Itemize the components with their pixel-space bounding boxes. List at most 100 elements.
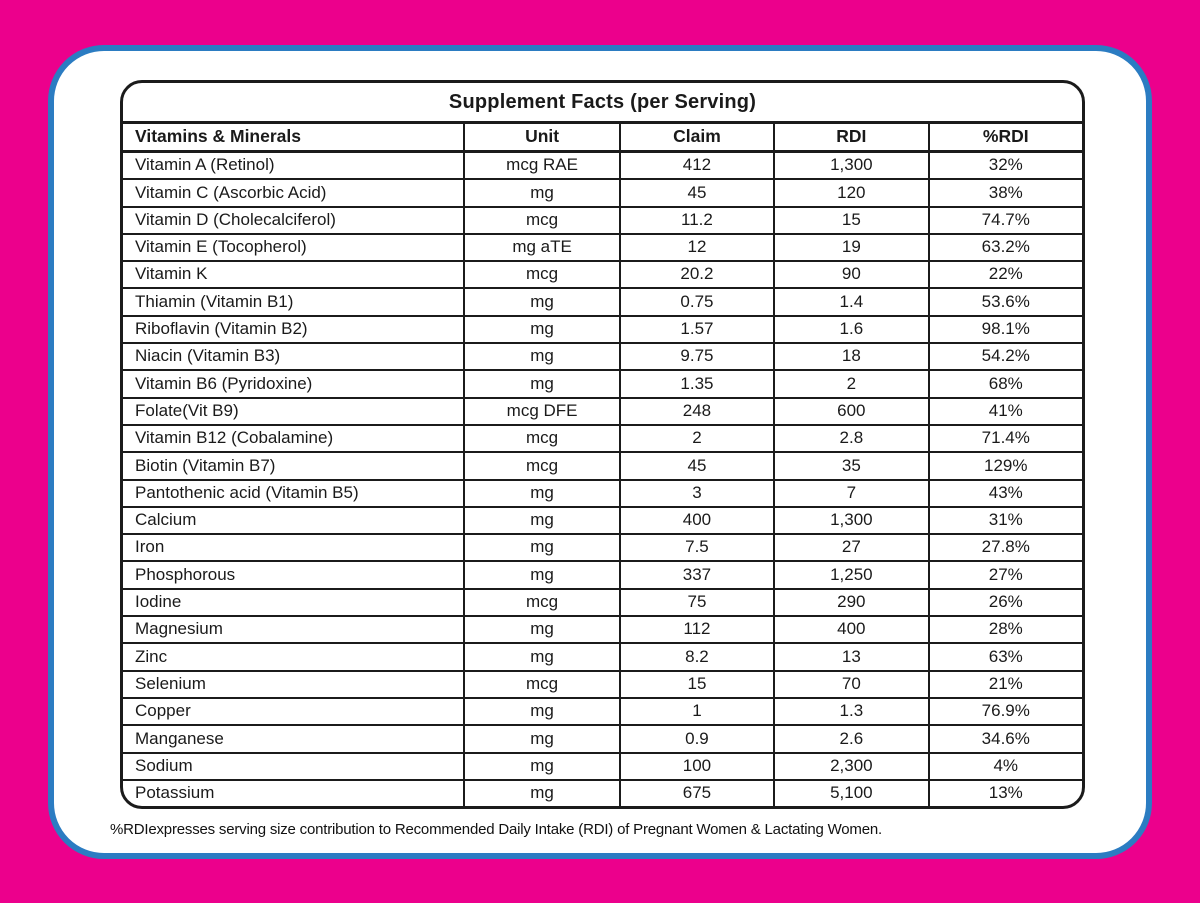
- claim-cell: 100: [618, 751, 776, 781]
- nutrient-name-cell: Calcium: [123, 505, 466, 536]
- rdi-percent-cell: 98.1%: [927, 314, 1082, 345]
- nutrient-name-cell: Vitamin A (Retinol): [123, 150, 466, 181]
- column-header-vitamins-minerals: Vitamins & Minerals: [123, 124, 466, 153]
- table-row: Zinc mg 8.2 13 63%: [123, 642, 1082, 672]
- rdi-cell: 1.3: [773, 696, 930, 727]
- rdi-cell: 18: [773, 342, 930, 372]
- nutrient-name-cell: Pantothenic acid (Vitamin B5): [123, 478, 466, 508]
- unit-cell: mg: [463, 342, 621, 372]
- rdi-cell: 600: [773, 396, 930, 426]
- rdi-cell: 2.8: [773, 423, 930, 454]
- unit-cell: mg aTE: [463, 232, 621, 263]
- claim-cell: 11.2: [618, 205, 776, 235]
- table-row: Sodium mg 100 2,300 4%: [123, 751, 1082, 781]
- unit-cell: mg: [463, 724, 621, 754]
- claim-cell: 9.75: [618, 342, 776, 372]
- table-row: Thiamin (Vitamin B1) mg 0.75 1.4 53.6%: [123, 287, 1082, 317]
- nutrient-name-cell: Vitamin K: [123, 260, 466, 290]
- rdi-cell: 2,300: [773, 751, 930, 781]
- rdi-cell: 35: [773, 451, 930, 481]
- claim-cell: 20.2: [618, 260, 776, 290]
- unit-cell: mg: [463, 178, 621, 208]
- rdi-cell: 15: [773, 205, 930, 235]
- nutrient-name-cell: Riboflavin (Vitamin B2): [123, 314, 466, 345]
- rdi-cell: 7: [773, 478, 930, 508]
- claim-cell: 337: [618, 560, 776, 590]
- nutrient-name-cell: Manganese: [123, 724, 466, 754]
- nutrient-name-cell: Vitamin D (Cholecalciferol): [123, 205, 466, 235]
- rdi-percent-cell: 13%: [927, 778, 1082, 807]
- rdi-cell: 27: [773, 533, 930, 563]
- column-header-rdi: RDI: [773, 124, 930, 153]
- rdi-percent-cell: 26%: [927, 587, 1082, 618]
- nutrient-name-cell: Vitamin B12 (Cobalamine): [123, 423, 466, 454]
- unit-cell: mg: [463, 560, 621, 590]
- nutrient-name-cell: Sodium: [123, 751, 466, 781]
- rdi-cell: 19: [773, 232, 930, 263]
- claim-cell: 8.2: [618, 642, 776, 672]
- claim-cell: 1.57: [618, 314, 776, 345]
- claim-cell: 0.9: [618, 724, 776, 754]
- rdi-cell: 2: [773, 369, 930, 399]
- table-row: Vitamin B12 (Cobalamine) mcg 2 2.8 71.4%: [123, 423, 1082, 454]
- nutrient-name-cell: Selenium: [123, 669, 466, 699]
- nutrient-name-cell: Iron: [123, 533, 466, 563]
- unit-cell: mcg: [463, 669, 621, 699]
- table-row: Folate(Vit B9) mcg DFE 248 600 41%: [123, 396, 1082, 426]
- rdi-percent-cell: 27%: [927, 560, 1082, 590]
- table-title: Supplement Facts (per Serving): [123, 83, 1082, 124]
- table-row: Iron mg 7.5 27 27.8%: [123, 533, 1082, 563]
- rdi-percent-cell: 38%: [927, 178, 1082, 208]
- table-row: Vitamin C (Ascorbic Acid) mg 45 120 38%: [123, 178, 1082, 208]
- table-row: Selenium mcg 15 70 21%: [123, 669, 1082, 699]
- nutrient-name-cell: Biotin (Vitamin B7): [123, 451, 466, 481]
- claim-cell: 412: [618, 150, 776, 181]
- rdi-cell: 120: [773, 178, 930, 208]
- unit-cell: mg: [463, 505, 621, 536]
- nutrient-name-cell: Potassium: [123, 778, 466, 807]
- unit-cell: mg: [463, 478, 621, 508]
- unit-cell: mcg: [463, 423, 621, 454]
- rdi-cell: 1.4: [773, 287, 930, 317]
- unit-cell: mcg RAE: [463, 150, 621, 181]
- rdi-footnote: %RDIexpresses serving size contribution …: [110, 821, 882, 838]
- table-row: Vitamin D (Cholecalciferol) mcg 11.2 15 74.7…: [123, 205, 1082, 235]
- nutrient-name-cell: Zinc: [123, 642, 466, 672]
- rdi-cell: 70: [773, 669, 930, 699]
- claim-cell: 45: [618, 178, 776, 208]
- unit-cell: mg: [463, 642, 621, 672]
- nutrient-name-cell: Vitamin E (Tocopherol): [123, 232, 466, 263]
- nutrient-name-cell: Niacin (Vitamin B3): [123, 342, 466, 372]
- nutrient-name-cell: Folate(Vit B9): [123, 396, 466, 426]
- rdi-percent-cell: 41%: [927, 396, 1082, 426]
- table-row: Copper mg 1 1.3 76.9%: [123, 696, 1082, 727]
- claim-cell: 12: [618, 232, 776, 263]
- unit-cell: mg: [463, 533, 621, 563]
- rdi-percent-cell: 27.8%: [927, 533, 1082, 563]
- label-card: Supplement Facts (per Serving) Vitamins …: [48, 45, 1152, 859]
- unit-cell: mg: [463, 615, 621, 645]
- claim-cell: 400: [618, 505, 776, 536]
- rdi-percent-cell: 54.2%: [927, 342, 1082, 372]
- rdi-percent-cell: 43%: [927, 478, 1082, 508]
- rdi-cell: 13: [773, 642, 930, 672]
- table-row: Potassium mg 675 5,100 13%: [123, 778, 1082, 807]
- claim-cell: 2: [618, 423, 776, 454]
- table-row: Magnesium mg 112 400 28%: [123, 615, 1082, 645]
- unit-cell: mcg DFE: [463, 396, 621, 426]
- claim-cell: 675: [618, 778, 776, 807]
- unit-cell: mcg: [463, 260, 621, 290]
- table-row: Iodine mcg 75 290 26%: [123, 587, 1082, 618]
- claim-cell: 1.35: [618, 369, 776, 399]
- rdi-cell: 1.6: [773, 314, 930, 345]
- claim-cell: 0.75: [618, 287, 776, 317]
- claim-cell: 45: [618, 451, 776, 481]
- rdi-percent-cell: 63.2%: [927, 232, 1082, 263]
- column-header-claim: Claim: [618, 124, 776, 153]
- rdi-percent-cell: 68%: [927, 369, 1082, 399]
- unit-cell: mg: [463, 287, 621, 317]
- unit-cell: mg: [463, 314, 621, 345]
- table-row: Riboflavin (Vitamin B2) mg 1.57 1.6 98.1%: [123, 314, 1082, 345]
- nutrient-name-cell: Vitamin C (Ascorbic Acid): [123, 178, 466, 208]
